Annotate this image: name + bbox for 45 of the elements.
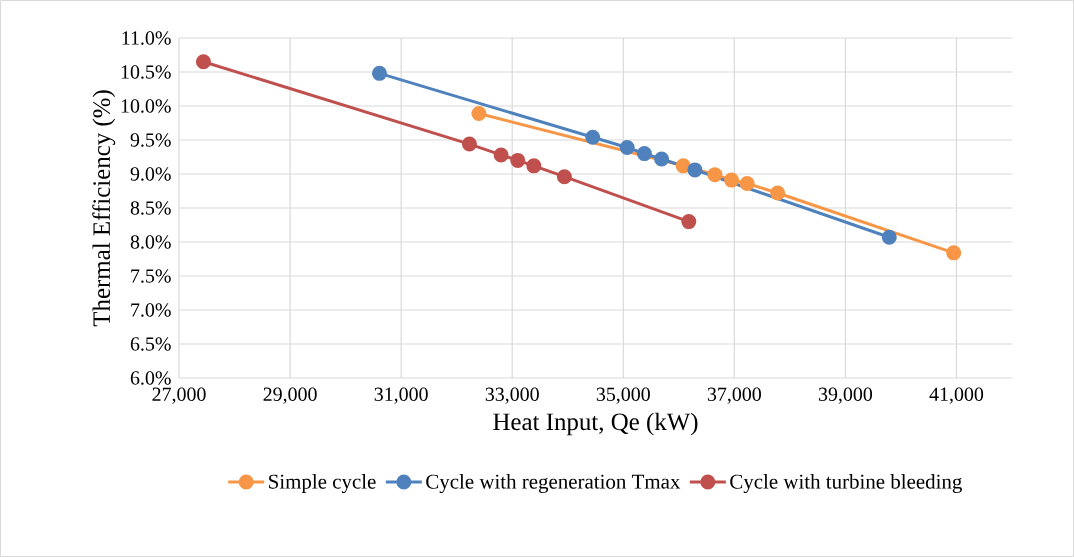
- y-tick-label: 11.0%: [122, 31, 171, 45]
- legend-label: Cycle with regeneration Tmax: [426, 473, 681, 493]
- x-tick-label: 31,000: [374, 387, 428, 404]
- point: [461, 136, 477, 152]
- point: [770, 185, 786, 201]
- point: [654, 151, 670, 167]
- x-tick-label: 27,000: [152, 387, 206, 404]
- y-axis-title: Thermal Efficiency (%): [92, 90, 116, 327]
- x-tick-label: 35,000: [596, 387, 650, 404]
- y-tick-label: 9.0%: [130, 167, 171, 181]
- point: [471, 105, 487, 121]
- point: [739, 176, 755, 192]
- x-tick-label: 29,000: [263, 387, 317, 404]
- x-tick-label: 37,000: [707, 387, 761, 404]
- point: [881, 229, 897, 245]
- y-tick-label: 7.5%: [131, 269, 171, 283]
- y-tick-label: 7.0%: [131, 303, 171, 317]
- point: [195, 54, 211, 70]
- point: [946, 245, 962, 261]
- point: [510, 152, 526, 168]
- x-tick-label: 41,000: [929, 387, 984, 404]
- point: [556, 169, 572, 185]
- y-tick-label: 6.0%: [130, 371, 171, 385]
- x-axis-title: Heat Input, Qe (kW): [493, 412, 698, 436]
- point: [707, 167, 723, 183]
- point: [585, 129, 601, 145]
- point: [493, 147, 509, 163]
- y-tick-label: 8.0%: [130, 235, 171, 249]
- point: [619, 139, 635, 155]
- y-tick-label: 9.5%: [130, 133, 171, 147]
- point: [687, 162, 703, 178]
- point: [675, 158, 691, 174]
- point: [636, 146, 652, 162]
- legend-label: Simple cycle: [269, 473, 376, 493]
- y-tick-label: 6.5%: [130, 337, 171, 351]
- x-tick-label: 33,000: [485, 387, 539, 404]
- point: [724, 172, 740, 188]
- y-tick-label: 10.5%: [121, 65, 171, 79]
- point: [371, 65, 387, 81]
- legend-label: Cycle with turbine bleeding: [730, 473, 962, 493]
- point: [681, 214, 697, 230]
- y-tick-label: 10.0%: [121, 99, 171, 113]
- x-tick-label: 39,000: [818, 387, 873, 404]
- point: [526, 158, 542, 174]
- y-tick-label: 8.5%: [130, 201, 171, 215]
